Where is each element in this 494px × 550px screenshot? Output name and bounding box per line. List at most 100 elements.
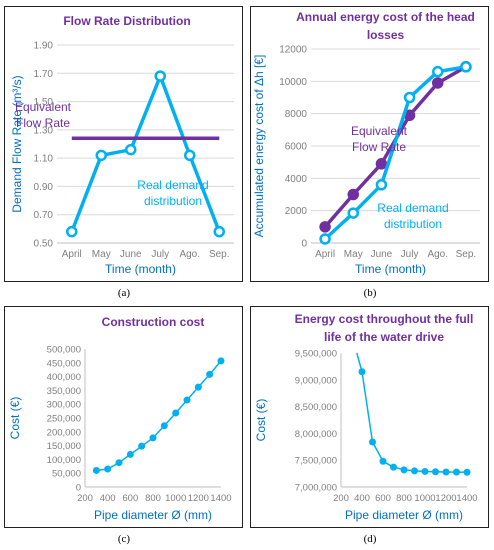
data-point <box>213 225 225 238</box>
data-point <box>184 149 196 162</box>
chart-title: Flow Rate Distribution <box>63 14 190 28</box>
y-tick-label: 7,000,000 <box>295 483 337 494</box>
y-axis-label: Cost (€) <box>254 399 268 442</box>
annotation-label: Flow Rate <box>16 116 70 130</box>
data-point <box>421 467 429 475</box>
series-line <box>96 360 222 472</box>
y-tick-label: 1.30 <box>34 125 54 136</box>
x-axis-label: Pipe diameter Ø (mm) <box>94 508 212 522</box>
chart-title: Annual energy cost of the head <box>296 10 475 24</box>
y-tick-label: 100,000 <box>47 455 81 466</box>
data-point <box>172 409 180 417</box>
x-tick-label: 400 <box>354 493 370 504</box>
x-tick-label: 1400 <box>456 493 477 504</box>
data-point <box>453 468 460 476</box>
data-point <box>95 149 107 162</box>
y-tick-label: 8000 <box>285 109 308 120</box>
x-tick-label: 1000 <box>414 493 435 504</box>
chart-annual-energy-cost: Annual energy cost of the head losses 0 200… <box>252 10 480 276</box>
chart-title: losses <box>367 28 405 42</box>
y-tick-label: 2000 <box>285 206 308 217</box>
data-point <box>347 207 359 219</box>
chart-title: Construction cost <box>102 315 205 329</box>
y-tick-label: 400,000 <box>47 372 81 383</box>
x-tick-label: July <box>151 249 169 260</box>
caption-d: (d) <box>363 533 377 545</box>
x-tick-label: Ago. <box>179 249 200 260</box>
data-point <box>149 434 157 442</box>
chart-energy-cost-full-life: Energy cost throughout the full life of t… <box>254 312 478 522</box>
y-tick-label: 50,000 <box>52 469 81 480</box>
caption-c: (c) <box>117 533 131 545</box>
y-tick-label: 0 <box>301 239 307 250</box>
series-line-real-demand-distribution <box>70 74 221 233</box>
data-point <box>217 357 225 365</box>
x-tick-label: June <box>120 249 142 260</box>
data-point <box>194 383 202 391</box>
data-point <box>390 463 397 471</box>
data-point <box>347 188 359 201</box>
y-tick-label: 300,000 <box>47 400 81 411</box>
data-point <box>432 468 439 476</box>
x-tick-label: 1200 <box>188 493 209 504</box>
x-tick-label: Sep. <box>456 249 477 260</box>
x-tick-label: 1000 <box>165 493 186 504</box>
series-line <box>356 352 468 474</box>
y-axis-label: Cost (€) <box>8 397 22 440</box>
x-tick-label: May <box>92 249 111 260</box>
y-tick-label: 6000 <box>285 142 308 153</box>
y-tick-label: 1.90 <box>34 41 54 52</box>
y-tick-label: 350,000 <box>47 386 81 397</box>
x-axis-label: Time (month) <box>105 262 176 276</box>
data-point <box>358 368 366 376</box>
chart-title: life of the water drive <box>324 330 444 344</box>
data-point <box>319 221 331 233</box>
data-point <box>125 143 137 156</box>
caption-a: (a) <box>117 287 131 299</box>
x-axis-label: Time (month) <box>355 262 426 276</box>
data-point <box>138 442 146 450</box>
y-tick-label: 0.50 <box>34 239 54 250</box>
caption-b: (b) <box>363 287 377 299</box>
y-tick-label: 1.10 <box>34 154 54 165</box>
data-point <box>154 70 166 82</box>
x-tick-label: 1200 <box>435 493 456 504</box>
data-point <box>375 158 388 170</box>
data-point <box>379 457 387 465</box>
y-tick-label: 9,000,000 <box>295 375 337 386</box>
y-tick-label: 450,000 <box>47 358 81 369</box>
y-tick-label: 0.90 <box>34 182 54 193</box>
data-point <box>403 91 416 104</box>
y-tick-label: 12000 <box>279 45 307 56</box>
x-tick-label: May <box>344 249 363 260</box>
y-axis-label: Accumulated energy cost of Δh [€] <box>252 55 266 238</box>
chart-title: Energy cost throughout the full <box>295 312 474 326</box>
data-point <box>432 65 444 78</box>
chart-construction-cost: Construction cost 0 50,000 100,000 150,000 20… <box>8 315 232 522</box>
y-tick-label: 250,000 <box>47 414 81 425</box>
x-tick-label: July <box>401 249 419 260</box>
data-point <box>160 422 168 430</box>
y-tick-label: 1.50 <box>34 97 54 108</box>
data-point <box>460 61 472 73</box>
x-tick-label: Sep. <box>209 249 230 260</box>
x-tick-label: 1400 <box>210 493 231 504</box>
data-point <box>432 77 444 89</box>
data-point <box>411 467 418 475</box>
data-point <box>463 468 471 476</box>
y-axis-label: Demand Flow Rate (m³/s) <box>10 75 24 212</box>
panel-a: Flow Rate Distribution 0.50 0.70 0.90 1.10 1.… <box>4 6 243 282</box>
y-tick-label: 4000 <box>285 174 308 185</box>
data-point <box>319 233 331 245</box>
annotation-label: distribution <box>144 194 202 208</box>
x-tick-label: 800 <box>396 493 412 504</box>
data-point <box>206 370 214 378</box>
data-point <box>442 468 450 476</box>
x-tick-label: April <box>62 249 82 260</box>
panel-d: Energy cost throughout the full life of t… <box>250 306 489 528</box>
annotation-label: Equivalent <box>351 124 408 138</box>
data-point <box>115 459 123 467</box>
x-tick-label: 200 <box>77 493 93 504</box>
x-tick-label: 400 <box>100 493 116 504</box>
